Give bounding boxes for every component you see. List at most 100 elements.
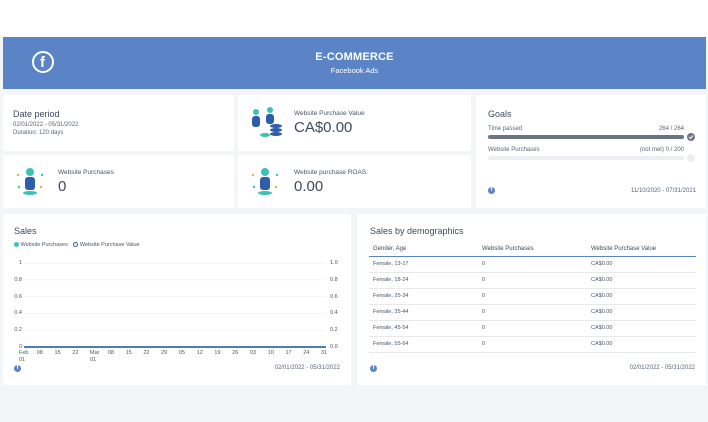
y-tick-right: 1.0 (330, 260, 338, 266)
chart-legend: Website Purchases Website Purchase Value (14, 242, 140, 248)
y-tick-left: 0.6 (14, 293, 22, 300)
x-tick-label: 26 (232, 350, 239, 356)
x-tick-label: 29 (161, 350, 168, 356)
y-tick-left: 0.2 (14, 327, 22, 334)
x-tick-label: 08 (107, 350, 114, 356)
report-header: f E-COMMERCE Facebook Ads (3, 37, 706, 89)
x-tick-label: 22 (72, 350, 79, 356)
table-cell: CA$0.00 (587, 272, 696, 289)
sales-date-range: 02/01/2022 - 05/31/2022 (274, 365, 340, 371)
demographics-date-range: 02/01/2022 - 05/31/2022 (629, 365, 695, 371)
y-tick-right: 0.8 (330, 276, 338, 283)
x-tick-label: 12 (196, 350, 203, 356)
table-row: Female, 55-64 0 CA$0.00 (369, 336, 696, 353)
table-cell: Female, 25-34 (369, 288, 478, 305)
table-row: Female, 25-34 0 CA$0.00 (369, 288, 696, 305)
goals-card: Goals Time passed 264 / 264 Website Purc… (476, 95, 706, 208)
goal-purchases-label: Website Purchases (488, 147, 540, 153)
person-icon (16, 168, 44, 195)
demographics-card: Sales by demographics Gender, Age Websit… (357, 214, 706, 385)
table-row: Female, 45-54 0 CA$0.00 (369, 320, 696, 337)
legend-dot-purchases (14, 242, 19, 248)
table-cell: CA$0.00 (587, 288, 696, 305)
column-header-gender-age: Gender, Age (369, 242, 478, 257)
date-period-range: 02/01/2022 - 05/31/2022 (13, 122, 79, 128)
y-tick-left: 1 (18, 260, 22, 266)
x-tick-label: 15 (125, 350, 132, 356)
demographics-table-body: Female, 13-17 0 CA$0.00 Female, 18-24 0 CA$0.… (369, 256, 696, 353)
purchases-card: Website Purchases 0 (3, 155, 234, 208)
table-cell: Female, 35-44 (369, 304, 478, 321)
time-passed-bar (488, 135, 684, 139)
check-icon (687, 133, 695, 141)
x-tick-label: 08 (36, 350, 43, 356)
time-passed-value: 264 / 264 (658, 126, 684, 132)
table-cell: 0 (478, 336, 587, 353)
sales-title: Sales (14, 226, 37, 236)
sales-chart-card: Sales Website Purchases Website Purchase… (3, 214, 351, 385)
x-tick-label: 01 (19, 357, 26, 363)
person-icon (251, 168, 279, 195)
x-tick-label: Feb (19, 350, 29, 356)
sales-chart-svg (24, 262, 326, 348)
roas-card: Website purchase ROAS: 0.00 (238, 155, 471, 208)
sales-chart: 1 1.0 0.8 0.8 0.6 0.6 0.4 0.4 0.2 0.2 0 0.0 Feb 01 08 1… (3, 214, 351, 385)
table-cell: 0 (478, 288, 587, 305)
facebook-icon: f (488, 187, 495, 194)
time-passed-label: Time passed (488, 126, 523, 132)
table-cell: CA$0.00 (587, 304, 696, 321)
x-tick-label: 22 (143, 350, 150, 356)
y-tick-right: 0.6 (330, 293, 338, 300)
x-tick-label: Mar (90, 350, 100, 356)
y-tick-right: 0.0 (330, 344, 338, 350)
table-cell: Female, 55-64 (369, 336, 478, 353)
table-row: Female, 35-44 0 CA$0.00 (369, 304, 696, 321)
table-row: Female, 13-17 0 CA$0.00 (369, 256, 696, 273)
goal-purchases-bar (488, 156, 684, 160)
time-passed-bar-fill (488, 135, 684, 139)
table-cell: 0 (478, 304, 587, 321)
y-tick-right: 0.4 (330, 310, 338, 317)
y-tick-right: 0.2 (330, 327, 338, 334)
date-period-duration: Duration: 120 days (13, 130, 64, 136)
table-cell: 0 (478, 256, 587, 273)
facebook-icon: f (14, 365, 21, 372)
table-cell: 0 (478, 320, 587, 337)
table-cell: Female, 18-24 (369, 272, 478, 289)
date-period-card: Date period 02/01/2022 - 05/31/2022 Dura… (3, 95, 234, 151)
roas-label: Website purchase ROAS: (294, 169, 368, 176)
goals-date-range: 11/10/2020 - 07/31/2021 (631, 188, 696, 194)
table-row: Female, 18-24 0 CA$0.00 (369, 272, 696, 289)
top-bar (0, 0, 708, 37)
purchases-label: Website Purchases (58, 169, 114, 176)
x-tick-label: 31 (321, 350, 328, 356)
legend-dot-purchase-value (73, 242, 79, 248)
x-tick-label: 01 (90, 357, 97, 363)
facebook-icon: f (32, 51, 54, 73)
facebook-icon: f (370, 365, 377, 372)
report-subtitle: Facebook Ads (330, 66, 379, 75)
x-tick-label: 24 (303, 350, 310, 356)
goal-purchases-value: (not met) 0 / 200 (639, 147, 684, 153)
y-tick-left: 0 (18, 344, 22, 350)
report-title: E-COMMERCE (315, 51, 394, 63)
purchase-value-label: Website Purchase Value (294, 110, 365, 117)
table-cell: CA$0.00 (587, 256, 696, 273)
x-tick-label: 05 (178, 350, 185, 356)
y-tick-left: 0.4 (14, 310, 22, 317)
goals-title: Goals (488, 109, 512, 119)
demographics-title: Sales by demographics (370, 226, 464, 236)
table-cell: CA$0.00 (587, 336, 696, 353)
purchases-value: 0 (58, 178, 67, 195)
x-tick-label: 10 (267, 350, 274, 356)
table-cell: CA$0.00 (587, 320, 696, 337)
x-tick-label: 17 (285, 350, 292, 356)
legend-purchase-value: Website Purchase Value (79, 242, 140, 248)
people-coins-icon (252, 107, 282, 137)
legend-purchases: Website Purchases (20, 242, 68, 248)
table-cell: Female, 13-17 (369, 256, 478, 273)
x-tick-label: 15 (54, 350, 61, 356)
column-header-purchase-value: Website Purchase Value (587, 242, 696, 257)
demographics-table: Gender, Age Website Purchases Website Pu… (369, 242, 696, 353)
roas-value: 0.00 (294, 178, 324, 195)
